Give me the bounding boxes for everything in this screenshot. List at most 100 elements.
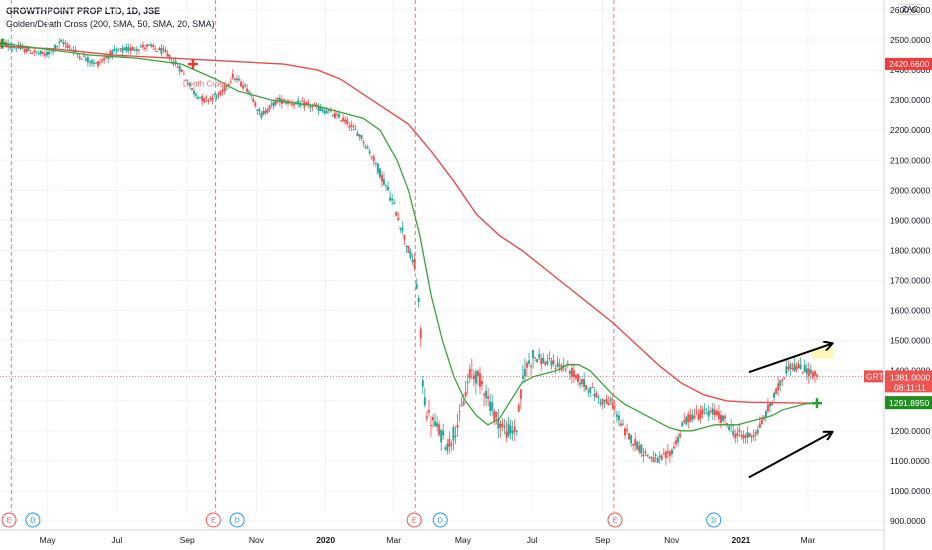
y-tick-label: 2200.0000	[890, 125, 930, 135]
candle	[358, 134, 361, 141]
dividend-event-marker[interactable]: D	[25, 512, 41, 528]
candle-body	[368, 151, 371, 154]
candle	[354, 124, 357, 130]
candle-body	[719, 415, 722, 423]
candle-body	[272, 101, 275, 107]
candle-body	[599, 402, 602, 404]
event-letter: E	[211, 518, 216, 525]
event-letter: D	[30, 518, 35, 525]
candle-body	[607, 402, 610, 406]
candle	[787, 360, 790, 372]
earnings-event-marker[interactable]: E	[406, 512, 422, 528]
candle	[709, 407, 712, 415]
candle-body	[632, 443, 635, 446]
candle-body	[376, 163, 379, 173]
candle-body	[231, 73, 234, 79]
candle	[397, 212, 400, 221]
earnings-event-marker[interactable]: E	[205, 512, 221, 528]
candle	[703, 403, 706, 415]
candle-body	[291, 104, 294, 106]
candle-body	[329, 110, 332, 112]
candle-body	[454, 436, 457, 438]
candle	[493, 408, 496, 426]
candle	[115, 47, 118, 55]
candle-body	[235, 78, 238, 81]
candle-body	[278, 97, 281, 102]
dividend-event-marker[interactable]: D	[706, 512, 722, 528]
candle-body	[370, 156, 373, 158]
event-letter: E	[613, 518, 618, 525]
candle	[203, 97, 206, 104]
candle	[656, 456, 659, 463]
candle	[730, 419, 733, 432]
candle-body	[309, 106, 312, 108]
candle	[152, 42, 155, 51]
candle-body	[489, 401, 492, 412]
last-price-value: 1381.0000	[890, 372, 930, 382]
candle-body	[105, 56, 108, 58]
candle-body	[764, 411, 767, 418]
x-tick-label: Nov	[664, 535, 680, 545]
candle	[442, 423, 445, 440]
candle-body	[274, 100, 277, 105]
candle	[540, 354, 543, 371]
candle	[670, 448, 673, 458]
candle-body	[509, 426, 512, 433]
candle	[722, 414, 725, 423]
candle	[399, 227, 402, 233]
candle	[558, 358, 561, 373]
candle	[803, 359, 806, 373]
candle-body	[558, 364, 561, 367]
candle-body	[31, 53, 34, 55]
candle	[626, 423, 629, 434]
candle-body	[41, 51, 44, 54]
candle-body	[427, 410, 430, 413]
earnings-event-marker[interactable]: E	[1, 512, 17, 528]
candle	[481, 375, 484, 391]
candle	[756, 425, 759, 436]
event-circle	[205, 512, 221, 528]
candle-body	[78, 56, 81, 59]
candle	[699, 405, 702, 424]
candle-body	[60, 40, 63, 42]
candle	[407, 245, 410, 254]
candle-body	[193, 90, 196, 95]
dividend-event-marker[interactable]: D	[229, 512, 245, 528]
candle-body	[217, 93, 220, 96]
candle-body	[664, 451, 667, 459]
candle-body	[585, 385, 588, 391]
candle-body	[434, 421, 437, 427]
candle-body	[815, 375, 818, 377]
candle-body	[525, 362, 528, 368]
candle	[417, 295, 420, 309]
candle-body	[799, 364, 802, 370]
candle-body	[43, 53, 46, 56]
currency-badge[interactable]: ZAC	[898, 4, 922, 15]
candle-body	[530, 365, 533, 367]
candle	[476, 369, 479, 386]
candle-body	[587, 391, 590, 393]
candle	[7, 39, 10, 52]
candle-body	[611, 402, 614, 409]
candle	[378, 168, 381, 180]
candle-body	[409, 251, 412, 259]
candle-body	[593, 394, 596, 396]
candle	[570, 363, 573, 384]
candle	[564, 365, 567, 373]
candle	[781, 377, 784, 386]
candle-body	[129, 47, 132, 52]
candle-body	[681, 422, 684, 426]
candle	[701, 405, 704, 419]
earnings-event-marker[interactable]: E	[607, 512, 623, 528]
candle-body	[415, 284, 418, 289]
dividend-event-marker[interactable]: D	[432, 512, 448, 528]
candle	[166, 50, 169, 59]
candle	[148, 43, 151, 46]
candle-body	[411, 259, 414, 263]
candle	[691, 409, 694, 423]
candle-body	[527, 360, 530, 364]
candle-body	[554, 367, 557, 369]
candle-body	[574, 374, 577, 379]
candle	[317, 103, 320, 116]
